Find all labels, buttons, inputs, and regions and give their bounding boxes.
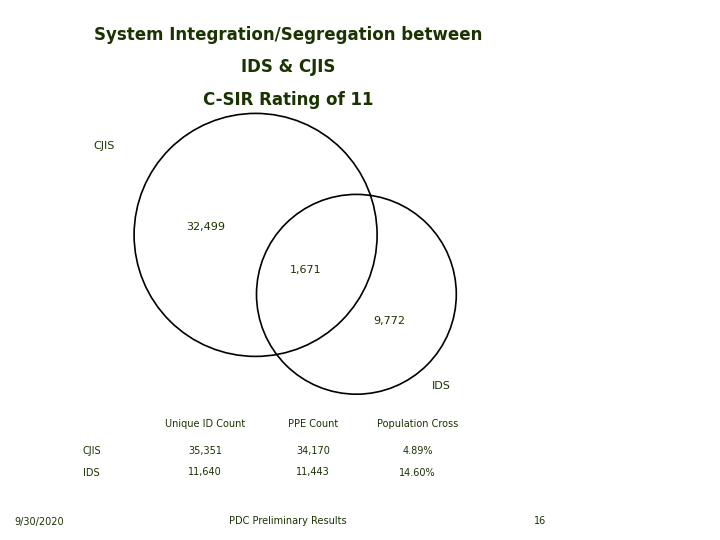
Text: 32,499: 32,499	[186, 222, 225, 232]
Text: 34,170: 34,170	[296, 446, 330, 456]
Text: CJIS: CJIS	[94, 141, 115, 151]
Text: PDC Preliminary Results: PDC Preliminary Results	[229, 516, 347, 526]
Text: 11,640: 11,640	[189, 468, 222, 477]
Text: 11,443: 11,443	[297, 468, 330, 477]
Text: CJIS: CJIS	[83, 446, 102, 456]
Text: Unique ID Count: Unique ID Count	[165, 419, 246, 429]
Text: 14.60%: 14.60%	[400, 468, 436, 477]
Text: IDS: IDS	[432, 381, 451, 391]
Text: 9/30/2020: 9/30/2020	[14, 516, 64, 526]
Text: C-SIR Rating of 11: C-SIR Rating of 11	[203, 91, 373, 109]
Text: IDS: IDS	[83, 468, 99, 477]
Text: 35,351: 35,351	[188, 446, 222, 456]
Text: 1,671: 1,671	[290, 265, 322, 275]
Text: PPE Count: PPE Count	[288, 419, 338, 429]
Text: IDS & CJIS: IDS & CJIS	[240, 58, 336, 77]
Text: 4.89%: 4.89%	[402, 446, 433, 456]
Text: Population Cross: Population Cross	[377, 419, 458, 429]
Text: 16: 16	[534, 516, 546, 526]
Text: 9,772: 9,772	[373, 316, 405, 326]
Text: System Integration/Segregation between: System Integration/Segregation between	[94, 26, 482, 44]
